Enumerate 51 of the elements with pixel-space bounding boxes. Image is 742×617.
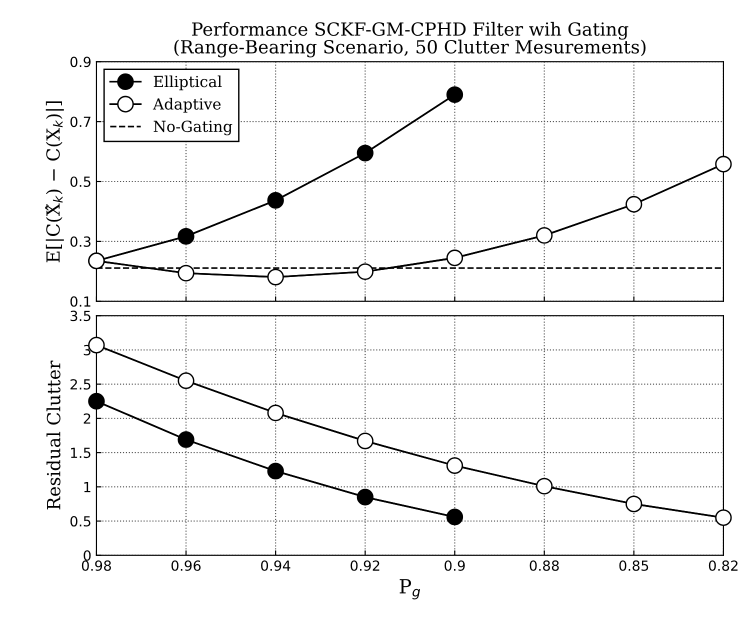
x-tick-label: 0.96	[171, 560, 201, 571]
y-tick-label: 1.5	[71, 448, 90, 458]
point	[356, 144, 374, 162]
point	[178, 431, 194, 448]
y-tick-label: 0.5	[70, 176, 90, 187]
y-axis-title: Residual Clutter	[46, 360, 60, 510]
y-tick-label: 2.5	[70, 379, 90, 390]
x-tick-label: 0.88	[530, 560, 559, 571]
point	[715, 156, 732, 172]
x-tick-label: 0.9	[444, 560, 465, 571]
x-axis-title: P$_{g}$	[400, 579, 420, 600]
y-tick-label: 0.7	[70, 116, 90, 128]
y-tick-label: 0.3	[70, 236, 90, 247]
legend-label: No-Gating	[154, 120, 232, 136]
point	[536, 227, 553, 244]
point	[178, 264, 194, 282]
legend-label: Adaptive	[152, 98, 221, 113]
y-tick-label: 0.5	[70, 516, 90, 527]
y-tick-label: 0.9	[70, 56, 91, 68]
point	[178, 228, 194, 245]
point	[536, 478, 553, 494]
point	[446, 508, 464, 526]
point	[267, 462, 284, 480]
x-tick-label: 0.92	[350, 560, 380, 571]
chart-subtitle: (Range-Bearing Scenario, 50 Clutter Mesurements)	[174, 40, 646, 58]
point	[446, 86, 464, 103]
y-tick-label: 2	[84, 413, 90, 424]
y-tick-label: 0	[84, 550, 91, 561]
y-tick-label: 3.5	[70, 310, 90, 322]
x-tick-label: 0.85	[619, 560, 648, 571]
point	[356, 263, 374, 280]
point	[356, 432, 374, 450]
x-tick-label: 0.82	[708, 560, 738, 571]
point	[715, 509, 732, 526]
point	[267, 404, 284, 422]
chart-title: Performance SCKF-GM-CPHD Filter wih Gating	[192, 22, 628, 40]
point	[626, 496, 642, 512]
y-tick-label: 1	[84, 482, 90, 492]
point	[626, 196, 642, 213]
point	[178, 372, 194, 390]
x-tick-label: 0.94	[261, 560, 290, 571]
point	[267, 268, 284, 286]
y-tick-label: 0.1	[70, 296, 90, 307]
point	[446, 250, 464, 266]
point	[267, 192, 284, 209]
point	[88, 392, 105, 410]
legend-label: Elliptical	[154, 75, 222, 90]
x-tick-label: 0.98	[82, 560, 111, 571]
point	[356, 488, 374, 506]
y-axis-title: E[|C(X̂$_{k}$) − C(X$_{k}$)|]	[45, 101, 64, 262]
point	[446, 457, 464, 474]
